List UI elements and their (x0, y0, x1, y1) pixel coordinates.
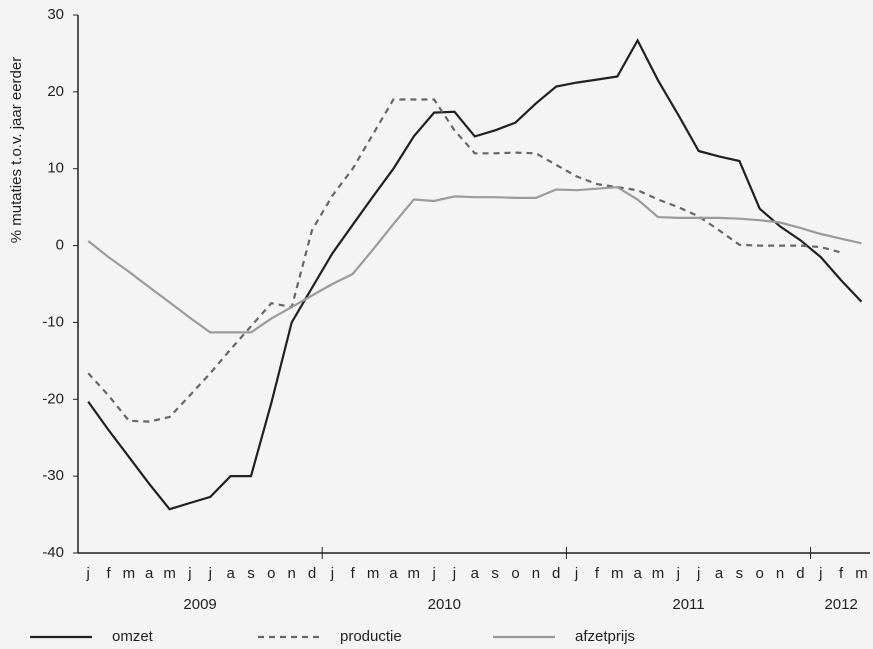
x-tick-label: j (676, 565, 680, 582)
x-tick-label: a (715, 565, 724, 582)
x-tick-label: n (288, 565, 296, 582)
x-tick-label: f (595, 565, 600, 582)
x-tick-label: m (408, 565, 421, 582)
x-tick-label: f (351, 565, 356, 582)
x-tick-label: f (106, 565, 111, 582)
x-tick-label: a (389, 565, 398, 582)
x-tick-label: m (123, 565, 136, 582)
x-tick-label: o (756, 565, 764, 582)
x-tick-label: j (86, 565, 90, 582)
x-tick-label: a (226, 565, 235, 582)
y-axis-label: % mutaties t.o.v. jaar eerder (8, 57, 25, 243)
x-tick-label: j (330, 565, 334, 582)
legend-label: afzetprijs (575, 628, 635, 645)
x-tick-label: f (839, 565, 844, 582)
x-tick-label: s (736, 565, 744, 582)
y-tick-label: 30 (47, 6, 64, 23)
line-series (87, 38, 863, 511)
x-tick-label: j (431, 565, 435, 582)
y-tick-label: -40 (42, 544, 64, 561)
line-series (87, 186, 862, 334)
x-tick-label: m (855, 565, 868, 582)
x-tick-label: j (208, 565, 212, 582)
x-tick-label: j (452, 565, 456, 582)
x-tick-label: m (367, 565, 380, 582)
x-tick-label: s (247, 565, 255, 582)
year-label: 2010 (428, 596, 461, 613)
legend-label: productie (340, 628, 402, 645)
x-tick-label: j (696, 565, 700, 582)
year-label: 2009 (183, 596, 216, 613)
x-tick-label: s (491, 565, 499, 582)
legend-label: omzet (112, 628, 154, 645)
y-tick-label: -10 (42, 313, 64, 330)
x-tick-label: a (633, 565, 642, 582)
x-tick-label: j (818, 565, 822, 582)
line-series (87, 98, 842, 423)
y-tick-label: 20 (47, 83, 64, 100)
x-tick-label: o (267, 565, 275, 582)
x-tick-label: d (308, 565, 316, 582)
x-tick-label: j (574, 565, 578, 582)
x-tick-label: j (187, 565, 191, 582)
y-tick-label: 0 (56, 237, 64, 254)
x-tick-label: a (145, 565, 154, 582)
year-label: 2012 (824, 596, 857, 613)
x-tick-label: n (776, 565, 784, 582)
y-tick-label: 10 (47, 160, 64, 177)
x-tick-label: d (552, 565, 560, 582)
y-tick-label: -30 (42, 467, 64, 484)
year-label: 2011 (672, 596, 704, 613)
x-tick-label: n (532, 565, 540, 582)
x-tick-label: m (611, 565, 624, 582)
x-tick-label: o (511, 565, 519, 582)
y-tick-label: -20 (42, 390, 64, 407)
x-tick-label: d (796, 565, 804, 582)
x-tick-label: a (471, 565, 480, 582)
x-tick-label: m (163, 565, 176, 582)
x-tick-label: m (652, 565, 665, 582)
